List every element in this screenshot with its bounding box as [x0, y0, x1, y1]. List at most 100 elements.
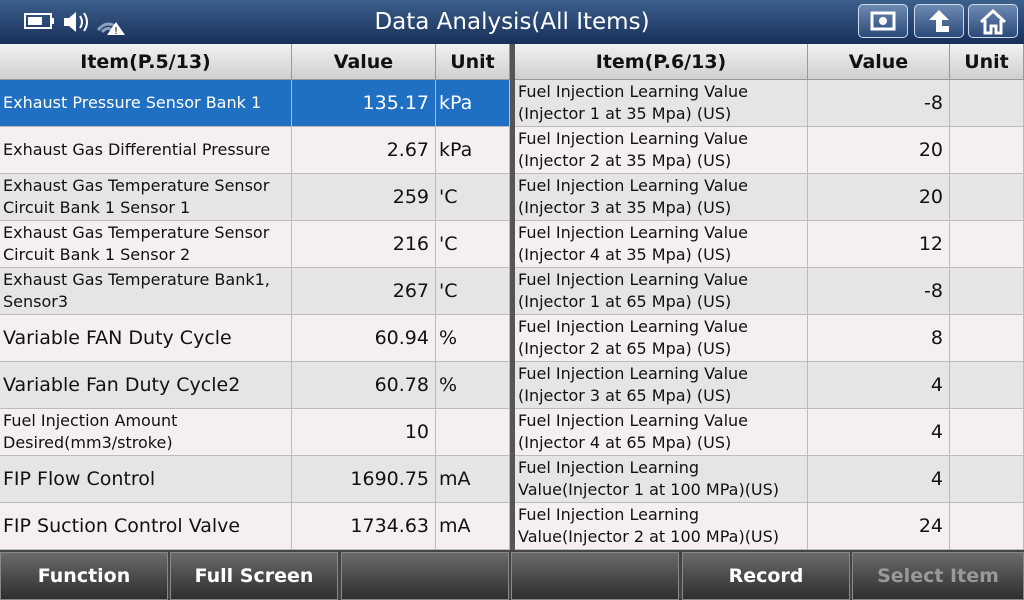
item-cell: Fuel Injection Learning Value (Injector … — [515, 268, 808, 315]
screenshot-button[interactable] — [858, 4, 908, 38]
column-header: Item(P.5/13) — [0, 44, 292, 80]
value-cell: 8 — [808, 315, 950, 362]
value-cell: 60.78 — [292, 362, 436, 409]
data-row[interactable]: Variable FAN Duty Cycle 60.94% — [0, 315, 510, 362]
unit-cell: kPa — [436, 127, 510, 174]
title: Data Analysis(All Items) — [374, 9, 650, 35]
svg-text:!: ! — [114, 26, 118, 36]
status-icons: ! — [24, 12, 125, 36]
unit-cell — [950, 221, 1024, 268]
data-row[interactable]: Fuel Injection Learning Value (Injector … — [515, 362, 1024, 409]
column-header: Item(P.6/13) — [515, 44, 808, 80]
value-cell: 60.94 — [292, 315, 436, 362]
data-row[interactable]: Fuel Injection Learning Value (Injector … — [515, 221, 1024, 268]
item-cell: Exhaust Gas Differential Pressure — [0, 127, 292, 174]
value-cell: 4 — [808, 362, 950, 409]
data-row[interactable]: Fuel Injection Learning Value (Injector … — [515, 268, 1024, 315]
data-row[interactable]: Fuel Injection Learning Value (Injector … — [515, 127, 1024, 174]
data-row[interactable]: Fuel Injection Learning Value (Injector … — [515, 409, 1024, 456]
data-row[interactable]: Fuel Injection Learning Value (Injector … — [515, 80, 1024, 127]
item-cell: Exhaust Pressure Sensor Bank 1 — [0, 80, 292, 127]
data-row[interactable]: Variable Fan Duty Cycle2 60.78% — [0, 362, 510, 409]
value-cell: 259 — [292, 174, 436, 221]
empty-button — [341, 552, 509, 600]
value-cell: 1690.75 — [292, 456, 436, 503]
value-cell: 135.17 — [292, 80, 436, 127]
item-cell: Variable Fan Duty Cycle2 — [0, 362, 292, 409]
data-row[interactable]: Exhaust Pressure Sensor Bank 1 135.17 kPa — [0, 80, 510, 127]
unit-cell: 'C — [436, 221, 510, 268]
column-header: Unit — [950, 44, 1024, 80]
unit-cell: mA — [436, 503, 510, 550]
item-cell: Fuel Injection Learning Value (Injector … — [515, 409, 808, 456]
data-row[interactable]: Exhaust Gas Temperature Bank1, Sensor3 26… — [0, 268, 510, 315]
item-cell: Fuel Injection Learning Value (Injector … — [515, 221, 808, 268]
data-row[interactable]: FIP Flow Control 1690.75 mA — [0, 456, 510, 503]
value-cell: -8 — [808, 268, 950, 315]
unit-cell: 'C — [436, 268, 510, 315]
item-cell: FIP Flow Control — [0, 456, 292, 503]
select-item-button: Select Item — [852, 552, 1024, 600]
left-table: Item(P.5/13) Value Unit Exhaust Pressure Se… — [0, 44, 510, 550]
value-cell: 24 — [808, 503, 950, 550]
data-row[interactable]: Fuel Injection Learning Value(Injector 1… — [515, 456, 1024, 503]
value-cell: 12 — [808, 221, 950, 268]
value-cell: 4 — [808, 456, 950, 503]
data-row[interactable]: Exhaust Gas Differential Pressure 2.67 kPa — [0, 127, 510, 174]
column-header: Unit — [436, 44, 510, 80]
unit-cell — [950, 503, 1024, 550]
item-cell: Fuel Injection Learning Value (Injector … — [515, 315, 808, 362]
unit-cell — [950, 174, 1024, 221]
item-cell: Exhaust Gas Temperature Sensor Circuit B… — [0, 174, 292, 221]
back-button[interactable] — [914, 4, 964, 38]
unit-cell: 'C — [436, 174, 510, 221]
value-cell: 10 — [292, 409, 436, 456]
item-cell: Fuel Injection Learning Value(Injector 1… — [515, 456, 808, 503]
empty-button — [511, 552, 679, 600]
unit-cell — [950, 127, 1024, 174]
value-cell: 267 — [292, 268, 436, 315]
right-table: Item(P.6/13) Value Unit Fuel Injection Lear… — [515, 44, 1024, 550]
data-row[interactable]: Fuel Injection Amount Desired(mm3/stroke… — [0, 409, 510, 456]
data-row[interactable]: Exhaust Gas Temperature Sensor Circuit B… — [0, 174, 510, 221]
value-cell: -8 — [808, 80, 950, 127]
item-cell: Fuel Injection Learning Value (Injector … — [515, 127, 808, 174]
item-cell: Exhaust Gas Temperature Sensor Circuit B… — [0, 221, 292, 268]
value-cell: 216 — [292, 221, 436, 268]
button-bar: Function Full Screen Record Select Item — [0, 550, 1024, 600]
value-cell: 4 — [808, 409, 950, 456]
value-cell: 1734.63 — [292, 503, 436, 550]
record-button[interactable]: Record — [682, 552, 850, 600]
data-row[interactable]: Exhaust Gas Temperature Sensor Circuit B… — [0, 221, 510, 268]
unit-cell — [950, 409, 1024, 456]
item-cell: Fuel Injection Learning Value(Injector 2… — [515, 503, 808, 550]
unit-cell — [950, 362, 1024, 409]
title-bar: ! Data Analysis(All Items) — [0, 0, 1024, 44]
home-button[interactable] — [968, 4, 1018, 38]
full-screen-button[interactable]: Full Screen — [170, 552, 338, 600]
data-row[interactable]: Fuel Injection Learning Value (Injector … — [515, 174, 1024, 221]
value-cell: 20 — [808, 174, 950, 221]
unit-cell: % — [436, 362, 510, 409]
function-button[interactable]: Function — [0, 552, 168, 600]
item-cell: FIP Suction Control Valve — [0, 503, 292, 550]
unit-cell — [950, 315, 1024, 362]
column-header: Value — [808, 44, 950, 80]
unit-cell — [950, 268, 1024, 315]
item-cell: Exhaust Gas Temperature Bank1, Sensor3 — [0, 268, 292, 315]
item-cell: Fuel Injection Learning Value (Injector … — [515, 80, 808, 127]
unit-cell — [436, 409, 510, 456]
unit-cell: mA — [436, 456, 510, 503]
unit-cell: kPa — [436, 80, 510, 127]
data-row[interactable]: Fuel Injection Learning Value (Injector … — [515, 315, 1024, 362]
data-row[interactable]: Fuel Injection Learning Value(Injector 2… — [515, 503, 1024, 550]
data-row[interactable]: FIP Suction Control Valve 1734.63 mA — [0, 503, 510, 550]
value-cell: 20 — [808, 127, 950, 174]
value-cell: 2.67 — [292, 127, 436, 174]
unit-cell — [950, 456, 1024, 503]
column-header: Value — [292, 44, 436, 80]
unit-cell: % — [436, 315, 510, 362]
item-cell: Fuel Injection Learning Value (Injector … — [515, 362, 808, 409]
item-cell: Fuel Injection Learning Value (Injector … — [515, 174, 808, 221]
